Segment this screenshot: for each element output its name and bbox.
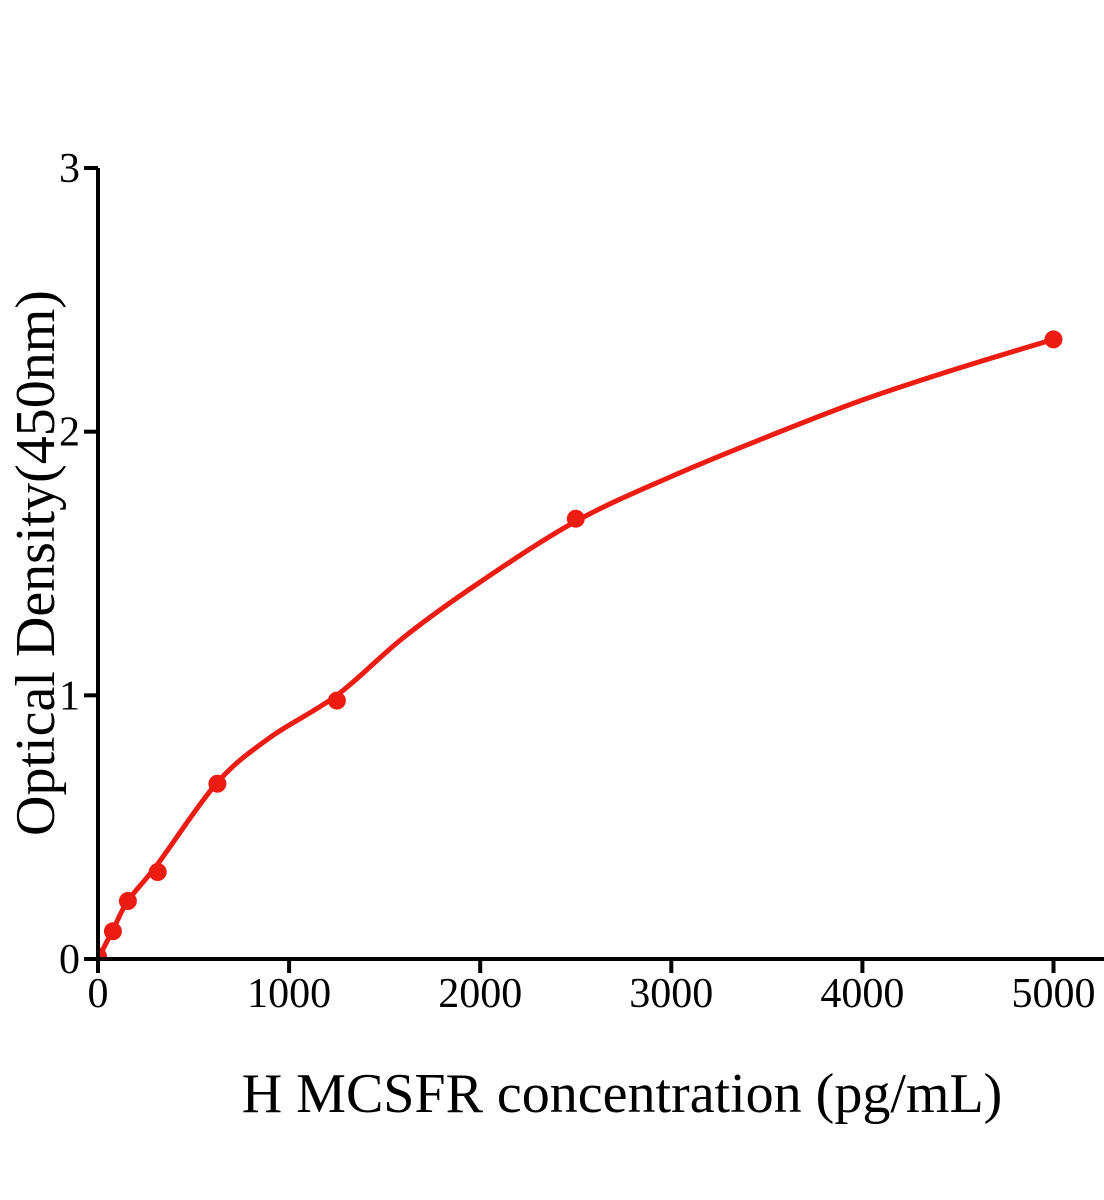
data-point	[566, 509, 585, 528]
data-point	[1044, 330, 1063, 349]
y-tick-label: 0	[59, 937, 80, 983]
data-point	[327, 691, 346, 710]
y-tick-label: 1	[59, 673, 80, 719]
x-tick-label: 3000	[629, 971, 713, 1017]
y-tick-label: 3	[59, 146, 80, 192]
y-axis-title: Optical Density(450nm)	[5, 290, 67, 836]
x-tick-label: 1000	[247, 971, 331, 1017]
x-tick-label: 2000	[438, 971, 522, 1017]
x-tick-label: 5000	[1012, 971, 1096, 1017]
data-point	[208, 774, 227, 793]
fit-curve	[98, 336, 1056, 959]
x-tick-label: 4000	[820, 971, 904, 1017]
x-tick-label: 0	[88, 971, 109, 1017]
x-axis-title: H MCSFR concentration (pg/mL)	[241, 1063, 1003, 1125]
y-tick-label: 2	[59, 410, 80, 456]
data-point	[98, 947, 107, 959]
data-point	[118, 892, 137, 910]
data-point	[103, 922, 122, 941]
data-point	[148, 863, 167, 881]
